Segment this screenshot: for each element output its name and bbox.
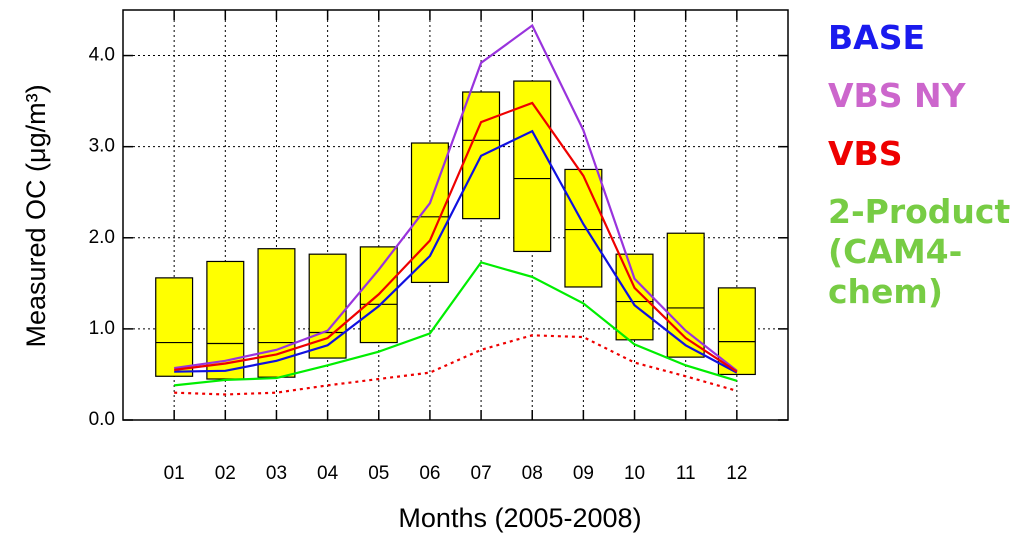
- box: [206, 260, 245, 380]
- series-line: [174, 261, 738, 387]
- series-line: [174, 129, 738, 374]
- chart: Months (2005-2008) Measured OC (μg/m³) 0…: [21, 9, 789, 533]
- box: [615, 253, 654, 341]
- legend-entry: 2-Product (CAM4-chem): [828, 192, 1011, 311]
- y-tick-label: 1.0: [89, 318, 115, 339]
- series-line: [173, 23, 738, 372]
- plot-frame: [122, 9, 789, 421]
- x-tick-label: 12: [726, 463, 747, 484]
- x-axis-title: Months (2005-2008): [398, 503, 641, 533]
- legend-entry: VBS: [828, 134, 903, 173]
- x-tick-label: 07: [471, 463, 492, 484]
- x-tick-label: 01: [164, 463, 185, 484]
- x-tick-label: 10: [624, 463, 645, 484]
- x-tick-label: 09: [573, 463, 594, 484]
- box: [513, 80, 552, 253]
- x-tick-label: 08: [522, 463, 543, 484]
- x-tick-label: 06: [419, 463, 440, 484]
- y-tick-label: 3.0: [89, 136, 115, 157]
- x-tick-label: 04: [317, 463, 339, 484]
- box: [155, 277, 194, 377]
- legend-entry: BASE: [828, 18, 926, 57]
- y-tick-label: 0.0: [89, 409, 115, 430]
- y-tick-label: 4.0: [89, 45, 115, 66]
- legend: BASE VBS NY VBS 2-Product (CAM4-chem): [828, 18, 1018, 330]
- x-tick-label: 02: [215, 463, 236, 484]
- box: [308, 253, 347, 359]
- x-tick-label: 11: [676, 463, 696, 484]
- y-tick-label: 2.0: [89, 227, 115, 248]
- legend-entry: VBS NY: [828, 76, 966, 115]
- y-axis-title: Measured OC (μg/m³): [21, 84, 51, 347]
- box: [564, 168, 603, 288]
- x-tick-label: 03: [266, 463, 287, 484]
- series-line: [174, 101, 738, 373]
- series-line: [174, 334, 738, 396]
- x-tick-label: 05: [368, 463, 389, 484]
